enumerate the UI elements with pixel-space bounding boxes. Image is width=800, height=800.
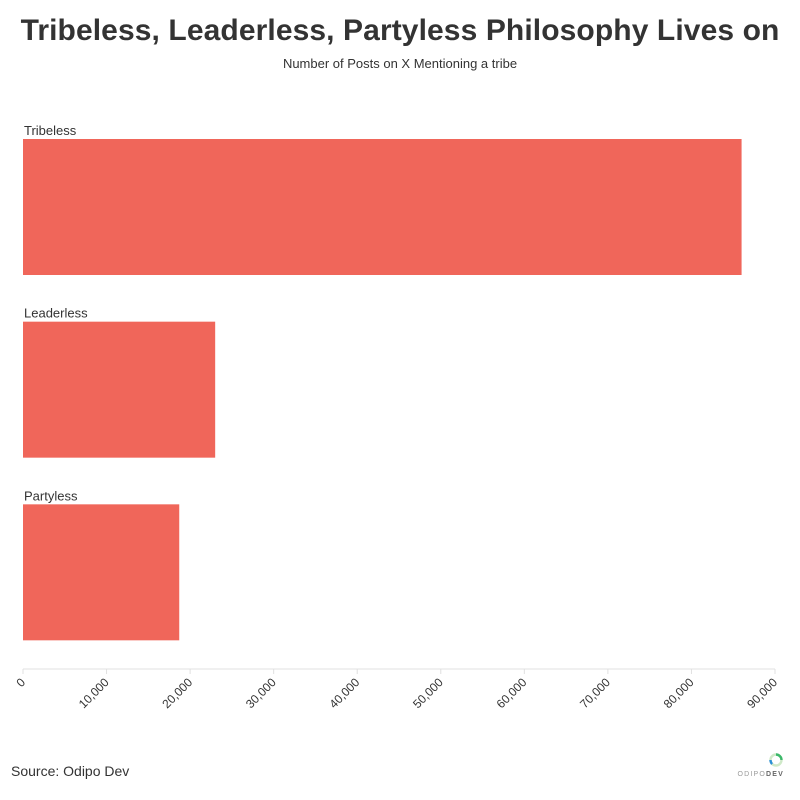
category-label: Tribeless (24, 123, 77, 138)
odipo-dev-logo: ODIPODEV (722, 752, 788, 782)
bar-leaderless (23, 321, 216, 458)
bar-partyless (23, 504, 180, 641)
x-tick-label: 30,000 (243, 675, 279, 711)
chart-title: Tribeless, Leaderless, Partyless Philoso… (20, 14, 780, 47)
logo-text-bold: DEV (766, 771, 784, 778)
logo-text-light: ODIPO (737, 771, 766, 778)
x-tick-label: 70,000 (577, 675, 613, 711)
x-tick-label: 60,000 (494, 675, 530, 711)
bar-tribeless (23, 139, 742, 275)
logo-wordmark: ODIPODEV (737, 771, 784, 778)
x-tick-label: 90,000 (744, 675, 780, 711)
category-label: Partyless (24, 488, 78, 503)
source-note: Source: Odipo Dev (11, 763, 130, 779)
x-tick-label: 50,000 (410, 675, 446, 711)
x-tick-label: 20,000 (159, 675, 195, 711)
logo-ring-icon (769, 753, 783, 767)
x-tick-label: 80,000 (661, 675, 697, 711)
category-label: Leaderless (24, 306, 88, 321)
x-tick-label: 10,000 (76, 675, 112, 711)
chart-subtitle: Number of Posts on X Mentioning a tribe (282, 56, 518, 71)
x-tick-label: 0 (13, 675, 28, 690)
x-tick-label: 40,000 (326, 675, 362, 711)
